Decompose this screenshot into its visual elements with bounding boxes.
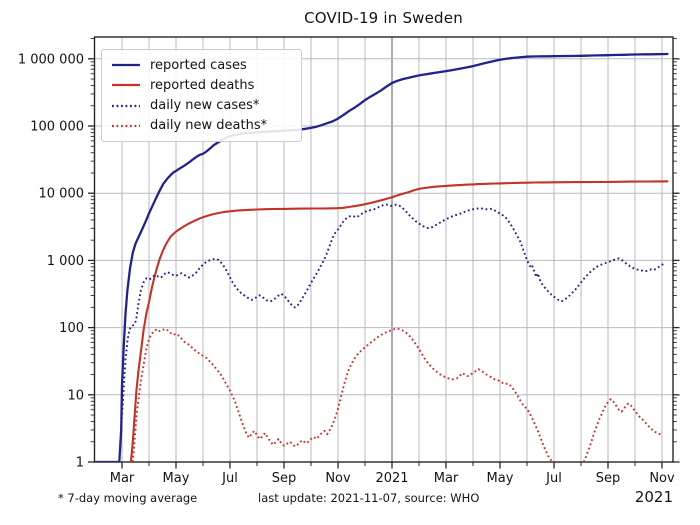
x-tick-label: Sep	[272, 471, 297, 486]
y-tick-label: 10	[67, 388, 84, 403]
series-reported-deaths	[129, 180, 669, 462]
series-reported-cases	[94, 52, 669, 462]
legend-label: reported cases	[150, 57, 247, 73]
x-tick-label: May	[163, 471, 190, 486]
y-tick-label: 100 000	[30, 120, 84, 135]
x-tick-label: 2021	[375, 471, 408, 486]
x-tick-label: Jul	[221, 471, 238, 486]
legend-label: reported deaths	[150, 77, 255, 93]
legend-item: reported cases	[111, 55, 291, 75]
y-tick-label: 1 000	[47, 254, 84, 269]
series-daily-new-deaths-	[131, 327, 663, 462]
plot-spines	[93, 36, 674, 463]
legend-line-sample	[112, 64, 140, 67]
x-tick-label: Nov	[649, 471, 675, 486]
y-tick-label: 1 000 000	[18, 52, 84, 67]
legend-item: reported deaths	[111, 75, 291, 95]
y-tick-label: 10 000	[39, 187, 85, 202]
y-tick-label: 100	[59, 321, 84, 336]
legend-line-sample	[112, 84, 140, 87]
corner-year-label: 2021	[634, 488, 673, 506]
legend-item: daily new deaths*	[111, 116, 291, 136]
legend-item: daily new cases*	[111, 96, 291, 116]
chart-title: COVID-19 in Sweden	[304, 9, 463, 27]
x-tick-label: Nov	[325, 471, 351, 486]
legend: reported cases reported deaths daily new c…	[101, 49, 302, 142]
y-tick-label: 1	[76, 456, 84, 471]
legend-line-sample	[112, 124, 140, 127]
footnote-moving-average: * 7-day moving average	[58, 491, 198, 505]
x-tick-label: Mar	[434, 471, 459, 486]
x-tick-label: Jul	[545, 471, 562, 486]
footnote-last-update: last update: 2021-11-07, source: WHO	[258, 491, 480, 505]
x-tick-label: Mar	[110, 471, 135, 486]
legend-label: daily new cases*	[150, 98, 260, 114]
x-tick-label: Sep	[596, 471, 621, 486]
legend-line-sample	[112, 104, 140, 107]
x-tick-label: May	[487, 471, 514, 486]
legend-label: daily new deaths*	[150, 118, 268, 134]
